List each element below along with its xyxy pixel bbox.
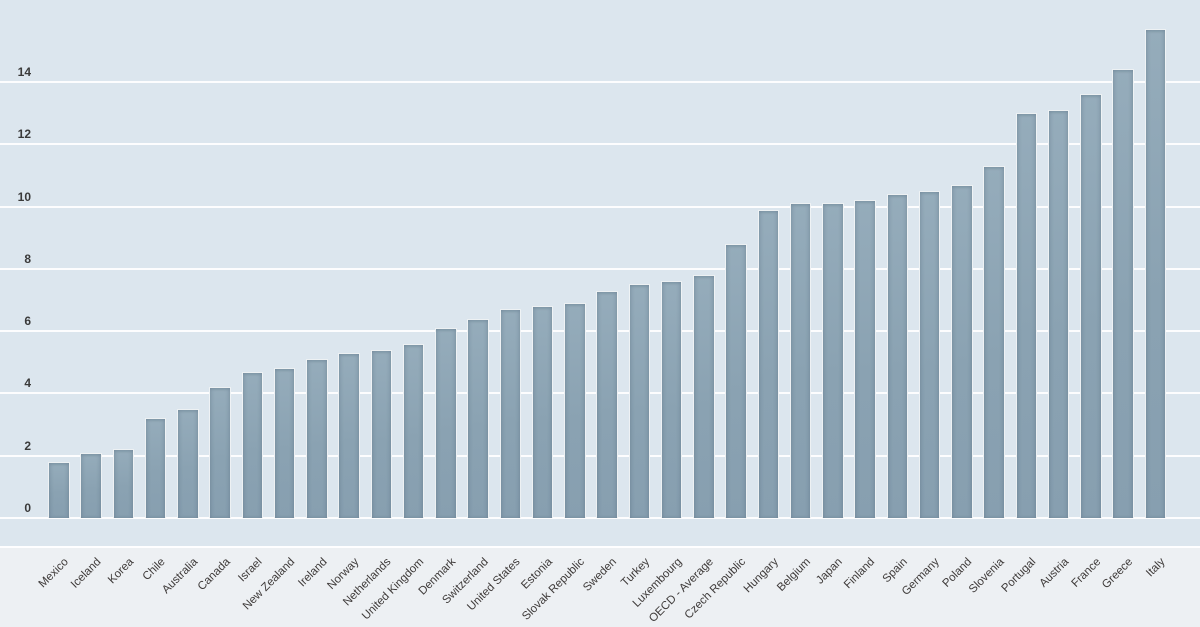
- bar-hungary: [757, 209, 779, 518]
- y-axis-tick-label: 6: [24, 314, 31, 329]
- bar-italy: [1144, 28, 1166, 518]
- bar-canada: [209, 387, 231, 518]
- y-axis-tick-label: 12: [17, 127, 31, 142]
- bar-denmark: [435, 327, 457, 518]
- x-axis-category-label: Portugal: [999, 556, 1039, 595]
- gridline: [0, 517, 1200, 519]
- bar-united-states: [499, 309, 521, 518]
- y-axis-tick-label: 0: [24, 501, 31, 515]
- x-axis-category-label: Greece: [1100, 556, 1136, 592]
- bar-norway: [338, 352, 360, 518]
- gridline: [0, 143, 1200, 146]
- bar-france: [1080, 94, 1102, 518]
- bar-ireland: [306, 359, 328, 518]
- bar-portugal: [1015, 113, 1037, 518]
- bar-turkey: [628, 284, 650, 518]
- bar-slovenia: [983, 166, 1005, 518]
- bar-oecd-average: [693, 275, 715, 518]
- x-axis-category-label: Ireland: [295, 556, 330, 590]
- x-axis-category-label: Chile: [140, 556, 168, 584]
- x-axis-category-label: Sweden: [581, 556, 620, 594]
- x-axis-category-label: Canada: [195, 556, 233, 593]
- bar-korea: [112, 449, 134, 518]
- bar-spain: [886, 194, 908, 518]
- y-axis-tick-label: 14: [17, 64, 31, 79]
- x-axis-category-label: Finland: [842, 556, 878, 592]
- x-axis-category-label: France: [1069, 556, 1104, 590]
- x-axis-category-label: Hungary: [741, 556, 781, 596]
- bar-belgium: [789, 203, 812, 518]
- bar-united-kingdom: [402, 343, 425, 518]
- bar-mexico: [48, 461, 70, 518]
- gridline: [0, 267, 1200, 270]
- bar-luxembourg: [660, 281, 683, 518]
- bar-poland: [951, 184, 973, 518]
- bar-sweden: [596, 290, 618, 518]
- x-axis-category-label: Belgium: [775, 556, 813, 594]
- bar-new-zealand: [273, 368, 296, 518]
- bar-iceland: [80, 452, 102, 518]
- bar-austria: [1047, 109, 1070, 518]
- x-axis-category-label: Austria: [1037, 556, 1071, 590]
- x-axis-category-label: Italy: [1144, 556, 1168, 580]
- x-axis-category-label: Iceland: [68, 556, 104, 591]
- x-axis-category-label: Korea: [105, 556, 136, 587]
- bar-israel: [241, 371, 263, 518]
- bar-chile: [144, 418, 167, 518]
- gridline: [0, 205, 1200, 208]
- bar-estonia: [531, 306, 554, 518]
- bar-netherlands: [370, 349, 392, 518]
- plot-area: 0 2 4 6 8 10 12 14: [0, 0, 1200, 548]
- bar-australia: [177, 408, 199, 518]
- bar-japan: [822, 203, 844, 518]
- y-axis-tick-label: 8: [24, 251, 31, 266]
- gridline: [0, 80, 1200, 83]
- y-axis-tick-label: 10: [17, 189, 31, 204]
- bar-czech-republic: [725, 243, 747, 518]
- x-axis-category-label: Spain: [880, 556, 910, 586]
- x-axis-category-label: Slovak Republic: [520, 556, 588, 623]
- x-axis-category-label: Israel: [236, 556, 265, 585]
- y-axis-tick-label: 2: [24, 438, 31, 453]
- bar-finland: [854, 200, 876, 518]
- bar-slovak-republic: [564, 303, 586, 518]
- y-axis-tick-label: 4: [24, 376, 31, 391]
- x-axis-category-label: Czech Republic: [683, 556, 749, 622]
- bar-switzerland: [467, 318, 489, 518]
- x-axis-category-label: Slovenia: [966, 556, 1007, 596]
- bar-germany: [918, 190, 941, 518]
- x-axis-category-label: Mexico: [36, 556, 72, 591]
- bar-greece: [1112, 69, 1134, 518]
- x-axis-category-label: Japan: [814, 556, 846, 587]
